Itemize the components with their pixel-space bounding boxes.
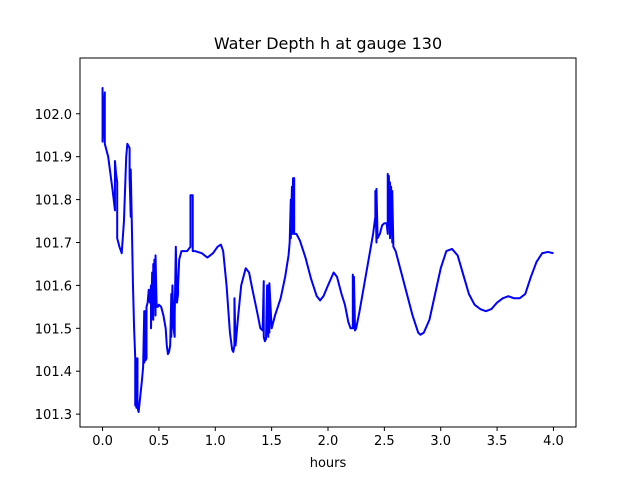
x-tick-label: 1.0	[205, 434, 226, 449]
x-tick-label: 0.0	[92, 434, 113, 449]
y-axis: 101.3 101.4 101.5 101.6 101.7 101.8 101.9 102.0	[35, 108, 80, 423]
x-tick-label: 2.5	[374, 434, 395, 449]
plot-area	[79, 57, 577, 428]
x-tick-label: 4.0	[543, 434, 564, 449]
x-axis: 0.0 0.5 1.0 1.5 2.0 2.5 3.0 3.5 4.0	[92, 427, 564, 449]
series-line-0	[101, 87, 554, 413]
x-axis-label: hours	[310, 456, 347, 471]
y-tick-label: 101.9	[35, 151, 72, 166]
y-tick-label: 101.5	[35, 322, 72, 337]
y-tick-label: 101.3	[35, 408, 72, 423]
y-tick-label: 101.8	[35, 194, 72, 209]
x-tick-label: 1.5	[261, 434, 282, 449]
y-tick-label: 101.6	[35, 279, 72, 294]
x-tick-label: 2.0	[318, 434, 339, 449]
chart-title: Water Depth h at gauge 130	[214, 34, 442, 53]
x-tick-label: 3.5	[487, 434, 508, 449]
plot-frame	[79, 57, 577, 428]
y-tick-label: 102.0	[35, 108, 72, 123]
x-tick-label: 3.0	[430, 434, 451, 449]
y-tick-label: 101.7	[35, 237, 72, 252]
x-tick-label: 0.5	[149, 434, 170, 449]
y-tick-label: 101.4	[35, 365, 72, 380]
